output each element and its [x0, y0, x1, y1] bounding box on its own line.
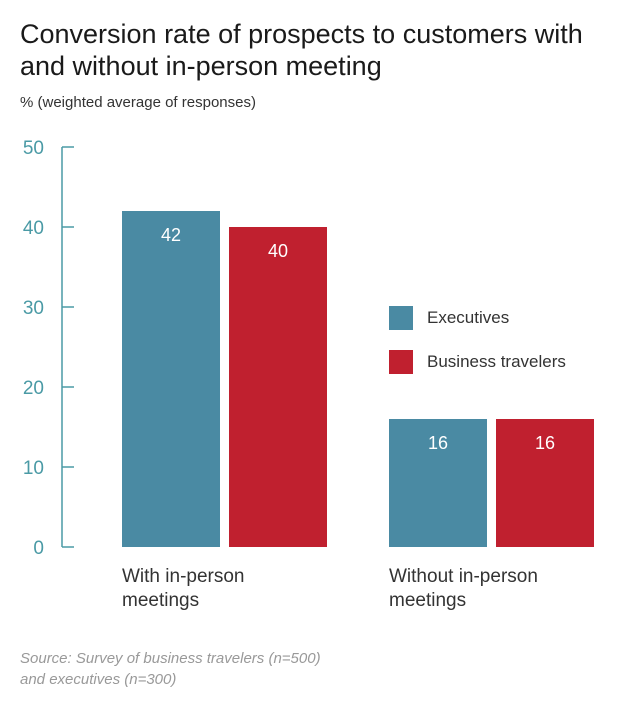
source-line-2: and executives (n=300)	[20, 671, 177, 688]
category-label: With in-person	[122, 566, 245, 587]
y-tick-label: 0	[33, 538, 44, 559]
bar	[389, 419, 487, 547]
y-tick-label: 10	[23, 458, 44, 479]
legend-swatch	[389, 350, 413, 374]
chart-title: Conversion rate of prospects to customer…	[20, 19, 583, 81]
y-tick-label: 20	[23, 378, 44, 399]
data-label: 40	[268, 241, 288, 261]
source-line-1: Source: Survey of business travelers (n=…	[20, 650, 321, 667]
bar	[496, 419, 594, 547]
chart-subtitle: % (weighted average of responses)	[20, 94, 256, 111]
data-label: 42	[161, 225, 181, 245]
y-tick-label: 30	[23, 298, 44, 319]
legend-swatch	[389, 306, 413, 330]
bar	[122, 211, 220, 547]
category-label: meetings	[122, 590, 199, 611]
data-label: 16	[428, 433, 448, 453]
source-note: Source: Survey of business travelers (n=…	[20, 648, 321, 690]
y-tick-label: 50	[23, 138, 44, 159]
bar	[229, 227, 327, 547]
category-label: meetings	[389, 590, 466, 611]
legend-label: Executives	[427, 308, 509, 327]
category-label: Without in-person	[389, 566, 538, 587]
y-tick-label: 40	[23, 218, 44, 239]
legend-label: Business travelers	[427, 352, 566, 371]
data-label: 16	[535, 433, 555, 453]
